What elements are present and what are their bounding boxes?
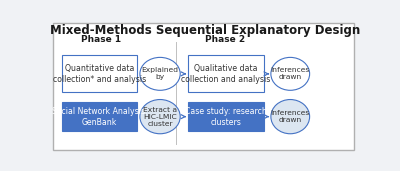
Text: Mixed-Methods Sequential Explanatory Design: Mixed-Methods Sequential Explanatory Des… (50, 24, 360, 37)
Ellipse shape (140, 100, 180, 134)
Text: Phase 2: Phase 2 (205, 35, 245, 44)
Ellipse shape (271, 100, 310, 134)
Text: Case study: research
clusters: Case study: research clusters (185, 107, 267, 127)
Text: Qualitative data
collection and analysis: Qualitative data collection and analysis (181, 64, 271, 84)
FancyBboxPatch shape (62, 55, 137, 92)
Ellipse shape (140, 57, 180, 90)
Text: Extract a
HIC-LMIC
cluster: Extract a HIC-LMIC cluster (143, 107, 177, 127)
Text: Social Network Analysis:
GenBank: Social Network Analysis: GenBank (52, 107, 148, 127)
Text: Inferences
drawn: Inferences drawn (271, 67, 310, 80)
Text: Phase 1: Phase 1 (81, 35, 121, 44)
FancyBboxPatch shape (188, 102, 264, 131)
FancyBboxPatch shape (188, 55, 264, 92)
FancyBboxPatch shape (53, 23, 354, 150)
FancyBboxPatch shape (62, 102, 137, 131)
Text: Quantitative data
collection* and analysis: Quantitative data collection* and analys… (53, 64, 146, 84)
Text: Inferences
drawn: Inferences drawn (271, 110, 310, 123)
Ellipse shape (271, 57, 310, 90)
Text: Explained
by: Explained by (142, 67, 178, 80)
